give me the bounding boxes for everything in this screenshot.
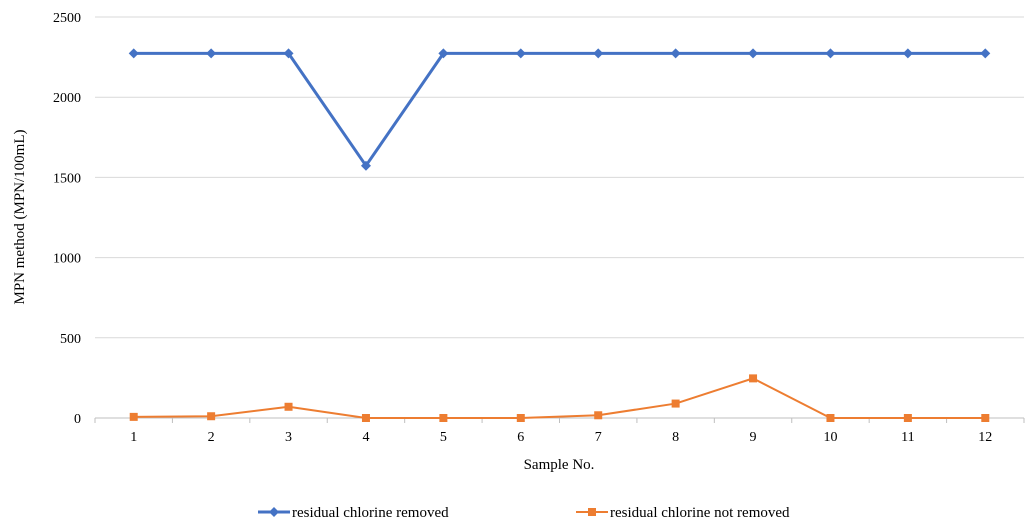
series-line [133,51,986,168]
legend-label: residual chlorine not removed [610,505,790,521]
data-point [284,402,293,411]
data-point [207,412,216,421]
legend-marker [588,508,596,516]
data-point [748,48,759,59]
y-tick-label: 1000 [53,252,81,267]
data-point [361,414,370,422]
legend-item: residual chlorine removed [258,505,449,521]
data-point [671,399,680,408]
data-point [360,160,371,171]
x-tick-label: 7 [595,430,602,445]
x-axis-ticks: 1 2 3 4 5 6 7 8 9 10 11 12 [94,418,1025,445]
x-tick-label: 10 [823,430,837,445]
data-point [283,48,294,59]
x-tick-label: 12 [978,430,992,445]
legend: residual chlorine removed residual chlori… [258,505,790,521]
data-point [515,48,526,59]
x-tick-label: 11 [901,430,914,445]
y-tick-label: 500 [60,332,81,347]
data-point [516,414,525,422]
y-axis-ticks: 0 500 1000 1500 2000 2500 [53,11,81,427]
data-point [439,414,448,422]
series-group [128,48,991,422]
x-axis-title: Sample No. [524,457,595,473]
data-point [593,48,604,59]
x-tick-label: 1 [130,430,137,445]
x-tick-label: 3 [285,430,292,445]
x-tick-label: 6 [517,430,524,445]
y-tick-label: 0 [74,412,81,427]
data-point [903,414,912,422]
data-point [670,48,681,59]
y-tick-label: 2000 [53,91,81,106]
series-line [133,377,986,419]
x-tick-label: 4 [362,430,369,445]
x-tick-label: 9 [750,430,757,445]
data-point [980,48,991,59]
data-point [206,48,217,59]
series-1 [128,48,991,171]
x-tick-label: 8 [672,430,679,445]
data-point [594,411,603,420]
legend-item: residual chlorine not removed [576,505,790,521]
data-point [902,48,913,59]
legend-marker [269,507,279,517]
series-2 [129,374,990,422]
data-point [826,414,835,422]
data-point [749,374,758,383]
legend-label: residual chlorine removed [292,505,449,521]
gridlines [95,16,1024,339]
y-tick-label: 1500 [53,171,81,186]
data-point [825,48,836,59]
data-point [981,414,990,422]
x-tick-label: 2 [208,430,215,445]
data-point [438,48,449,59]
data-point [129,412,138,421]
data-point [128,48,139,59]
x-tick-label: 5 [440,430,447,445]
y-axis-title: MPN method (MPN/100mL) [12,129,28,304]
y-tick-label: 2500 [53,11,81,26]
